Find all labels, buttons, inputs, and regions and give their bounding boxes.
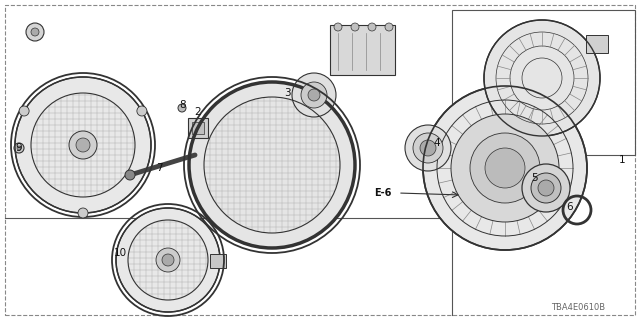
Circle shape bbox=[334, 23, 342, 31]
Circle shape bbox=[470, 133, 540, 203]
Circle shape bbox=[156, 248, 180, 272]
Circle shape bbox=[69, 131, 97, 159]
Circle shape bbox=[17, 146, 21, 150]
Text: 10: 10 bbox=[113, 248, 127, 258]
Bar bbox=[330, 25, 395, 75]
Circle shape bbox=[125, 170, 135, 180]
Text: E-6: E-6 bbox=[374, 188, 392, 198]
Text: 8: 8 bbox=[180, 100, 186, 110]
Text: 6: 6 bbox=[566, 202, 573, 212]
Circle shape bbox=[368, 23, 376, 31]
Circle shape bbox=[19, 106, 29, 116]
Bar bbox=[586, 35, 608, 53]
Text: 1: 1 bbox=[619, 155, 625, 165]
Circle shape bbox=[162, 254, 174, 266]
Circle shape bbox=[137, 106, 147, 116]
Circle shape bbox=[15, 77, 151, 213]
Text: 4: 4 bbox=[434, 138, 440, 148]
Circle shape bbox=[26, 23, 44, 41]
Bar bbox=[192, 122, 204, 134]
Circle shape bbox=[189, 82, 355, 248]
Circle shape bbox=[14, 143, 24, 153]
Circle shape bbox=[423, 86, 587, 250]
Circle shape bbox=[522, 164, 570, 212]
Text: 5: 5 bbox=[531, 173, 538, 183]
Text: 2: 2 bbox=[195, 107, 202, 117]
Bar bbox=[452, 10, 635, 155]
Circle shape bbox=[292, 73, 336, 117]
Text: 7: 7 bbox=[156, 163, 163, 173]
Bar bbox=[210, 254, 226, 268]
Circle shape bbox=[31, 28, 39, 36]
Circle shape bbox=[178, 104, 186, 112]
Circle shape bbox=[405, 125, 451, 171]
Circle shape bbox=[116, 208, 220, 312]
Circle shape bbox=[531, 173, 561, 203]
Circle shape bbox=[538, 180, 554, 196]
Circle shape bbox=[78, 208, 88, 218]
Text: TBA4E0610B: TBA4E0610B bbox=[551, 303, 605, 313]
Circle shape bbox=[76, 138, 90, 152]
Circle shape bbox=[451, 114, 559, 222]
Circle shape bbox=[351, 23, 359, 31]
Circle shape bbox=[484, 20, 600, 136]
Bar bbox=[188, 118, 208, 138]
Circle shape bbox=[301, 82, 327, 108]
Text: 9: 9 bbox=[16, 143, 22, 153]
Circle shape bbox=[308, 89, 320, 101]
Circle shape bbox=[385, 23, 393, 31]
Text: 3: 3 bbox=[284, 88, 291, 98]
Circle shape bbox=[413, 133, 443, 163]
Circle shape bbox=[420, 140, 436, 156]
Circle shape bbox=[485, 148, 525, 188]
